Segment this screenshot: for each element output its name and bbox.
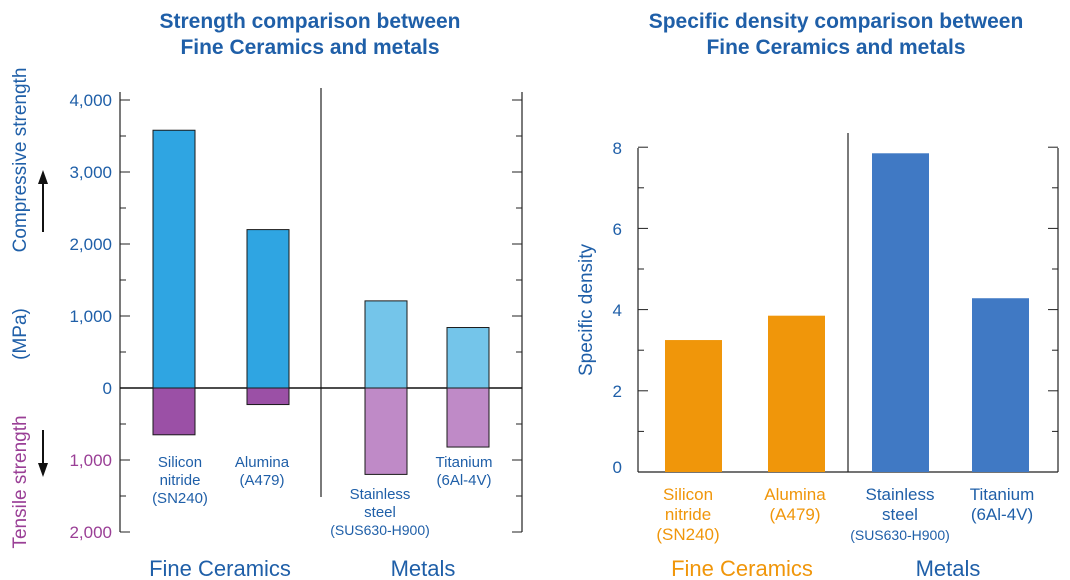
dcat-stainless-line-2: steel <box>882 505 918 524</box>
compressive-strength-label: Compressive strength <box>10 68 31 253</box>
dcat-stainless-line-1: Stainless <box>866 485 935 504</box>
tensile-bar <box>446 387 490 448</box>
cat-stainless-line-3: (SUS630-H900) <box>330 522 430 538</box>
density-tick-8: 8 <box>613 139 622 158</box>
specific-density-label: Specific density <box>576 244 597 377</box>
up-arrow-icon <box>38 170 48 232</box>
dcat-silicon-line-2: nitride <box>665 505 711 524</box>
dcat-stainless-line-3: (SUS630-H900) <box>850 527 950 543</box>
group-metals-left: Metals <box>391 556 456 580</box>
compressive-bar <box>446 327 490 389</box>
density-tick-6: 6 <box>613 220 622 239</box>
density-bar <box>872 153 929 473</box>
cat-silicon-line-2: nitride <box>160 472 201 489</box>
dcat-titanium-line-2: (6Al-4V) <box>971 505 1033 524</box>
unit-label: (MPa) <box>10 308 31 360</box>
density-title-line-2: Fine Ceramics and metals <box>706 36 965 59</box>
strength-chart: Strength comparison between Fine Ceramic… <box>10 10 523 580</box>
down-arrow-icon <box>38 430 48 477</box>
density-chart: Specific density comparison between Fine… <box>576 10 1059 580</box>
group-metals-right: Metals <box>916 556 981 580</box>
y-tick-4000: 4,000 <box>69 91 112 110</box>
cat-silicon-line-1: Silicon <box>158 454 202 471</box>
cat-stainless-line-1: Stainless <box>350 486 411 503</box>
density-bar <box>665 340 722 472</box>
density-title-line-1: Specific density comparison between <box>649 10 1024 33</box>
cat-alumina-line-1: Alumina <box>235 454 290 471</box>
density-tick-0: 0 <box>613 458 622 477</box>
density-bars <box>665 153 1029 473</box>
compressive-bar <box>152 129 196 389</box>
y-tick-neg-2000: 2,000 <box>69 523 112 542</box>
density-tick-4: 4 <box>613 301 622 320</box>
y-tick-1000: 1,000 <box>69 307 112 326</box>
y-tick-0: 0 <box>103 379 112 398</box>
y-tick-neg-1000: 1,000 <box>69 451 112 470</box>
strength-bars <box>152 129 490 475</box>
dcat-silicon-line-3: (SN240) <box>656 525 719 544</box>
y-tick-2000: 2,000 <box>69 235 112 254</box>
compressive-bar <box>364 300 408 389</box>
dcat-alumina-line-1: Alumina <box>764 485 826 504</box>
density-bar <box>768 315 825 472</box>
strength-title-line-2: Fine Ceramics and metals <box>180 36 439 59</box>
cat-titanium-line-1: Titanium <box>436 454 493 471</box>
tensile-bar <box>152 387 196 436</box>
group-fine-ceramics-left: Fine Ceramics <box>149 556 291 580</box>
y-tick-3000: 3,000 <box>69 163 112 182</box>
dcat-silicon-line-1: Silicon <box>663 485 713 504</box>
cat-stainless-line-2: steel <box>364 504 396 521</box>
cat-titanium-line-2: (6Al-4V) <box>436 472 491 489</box>
strength-title-line-1: Strength comparison between <box>159 10 460 33</box>
compressive-bar <box>246 229 290 389</box>
cat-alumina-line-2: (A479) <box>239 472 284 489</box>
group-fine-ceramics-right: Fine Ceramics <box>671 556 813 580</box>
tensile-bar <box>364 387 408 475</box>
density-bar <box>972 298 1029 472</box>
dcat-titanium-line-1: Titanium <box>970 485 1035 504</box>
tensile-bar <box>246 387 290 406</box>
cat-silicon-line-3: (SN240) <box>152 490 208 507</box>
dcat-alumina-line-2: (A479) <box>769 505 820 524</box>
density-tick-2: 2 <box>613 382 622 401</box>
tensile-strength-label: Tensile strength <box>10 415 31 548</box>
